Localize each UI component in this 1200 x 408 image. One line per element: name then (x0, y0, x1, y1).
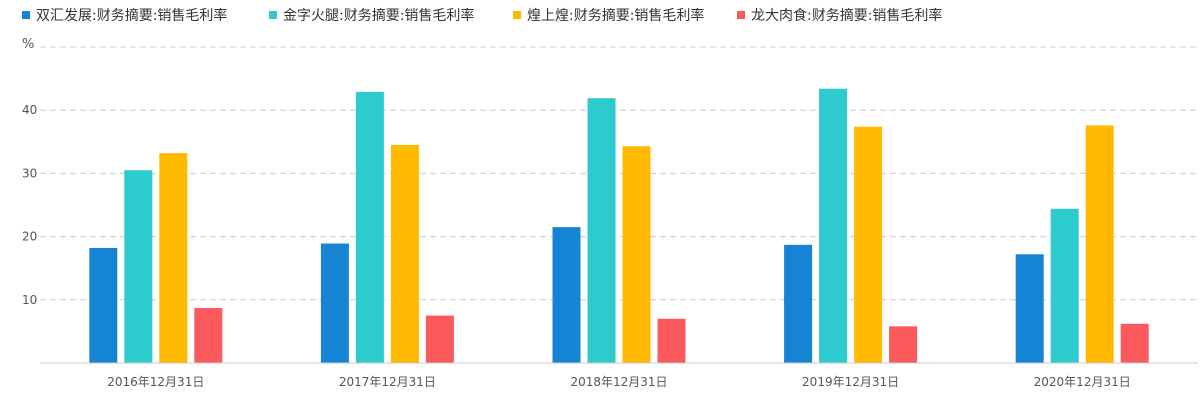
legend: 双汇发展:财务摘要:销售毛利率 金字火腿:财务摘要:销售毛利率 煌上煌:财务摘要:销… (22, 7, 942, 24)
legend-item[interactable]: 龙大肉食:财务摘要:销售毛利率 (737, 7, 942, 24)
bars (89, 88, 1149, 363)
legend-swatch (513, 11, 521, 19)
bar[interactable] (657, 318, 686, 363)
bar[interactable] (159, 153, 188, 363)
legend-item[interactable]: 金字火腿:财务摘要:销售毛利率 (269, 7, 474, 24)
legend-label: 金字火腿:财务摘要:销售毛利率 (283, 7, 474, 24)
legend-label: 煌上煌:财务摘要:销售毛利率 (527, 7, 704, 24)
x-tick-label: 2019年12月31日 (802, 375, 899, 389)
legend-label: 龙大肉食:财务摘要:销售毛利率 (751, 7, 942, 24)
bar[interactable] (854, 126, 883, 363)
legend-swatch (737, 11, 745, 19)
y-tick-label: 10 (22, 293, 37, 307)
legend-item[interactable]: 双汇发展:财务摘要:销售毛利率 (22, 7, 227, 24)
bar[interactable] (194, 308, 223, 363)
bar[interactable] (552, 227, 581, 363)
bar[interactable] (124, 170, 153, 363)
y-axis-unit-label: % (22, 37, 34, 52)
x-tick-label: 2020年12月31日 (1034, 375, 1131, 389)
y-axis-ticks: 10 20 30 40 (22, 103, 37, 307)
bar[interactable] (587, 98, 616, 363)
bar[interactable] (1085, 125, 1114, 363)
bar[interactable] (89, 247, 118, 363)
bar[interactable] (1050, 208, 1079, 363)
bar[interactable] (390, 144, 419, 363)
y-tick-label: 20 (22, 230, 37, 244)
bar[interactable] (819, 88, 848, 363)
bar[interactable] (1120, 323, 1149, 363)
legend-label: 双汇发展:财务摘要:销售毛利率 (36, 7, 227, 24)
y-tick-label: 30 (22, 166, 37, 180)
bar[interactable] (355, 91, 384, 363)
bar[interactable] (784, 244, 813, 363)
bar[interactable] (889, 326, 918, 363)
x-tick-label: 2017年12月31日 (339, 375, 436, 389)
x-tick-label: 2016年12月31日 (107, 375, 204, 389)
bar[interactable] (320, 243, 349, 363)
gridlines (40, 46, 1198, 301)
bar[interactable] (1015, 254, 1044, 363)
x-axis-ticks: 2016年12月31日 2017年12月31日 2018年12月31日 2019年12… (107, 375, 1130, 389)
legend-swatch (22, 11, 30, 19)
x-tick-label: 2018年12月31日 (570, 375, 667, 389)
bar[interactable] (622, 146, 651, 363)
y-tick-label: 40 (22, 103, 37, 117)
bar[interactable] (425, 315, 454, 363)
legend-item[interactable]: 煌上煌:财务摘要:销售毛利率 (513, 7, 704, 24)
legend-swatch (269, 11, 277, 19)
